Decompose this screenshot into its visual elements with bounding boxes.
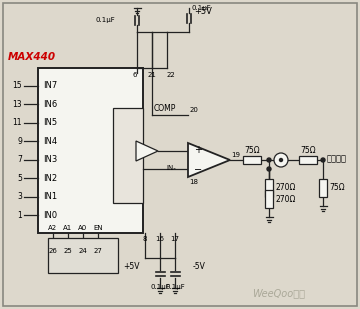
Circle shape bbox=[279, 159, 283, 162]
Text: 视频输出: 视频输出 bbox=[327, 154, 347, 163]
Text: 270Ω: 270Ω bbox=[275, 184, 295, 193]
Text: A0: A0 bbox=[78, 225, 87, 231]
Text: 22: 22 bbox=[167, 72, 176, 78]
Text: IN-: IN- bbox=[166, 165, 176, 171]
Text: 6: 6 bbox=[132, 72, 137, 78]
Text: +5V: +5V bbox=[123, 262, 140, 271]
Text: IN1: IN1 bbox=[43, 192, 57, 201]
Text: 19: 19 bbox=[231, 152, 240, 158]
Text: A2: A2 bbox=[49, 225, 58, 231]
Bar bbox=[319, 179, 327, 197]
Polygon shape bbox=[136, 141, 158, 161]
Text: 0.1μF: 0.1μF bbox=[165, 284, 185, 290]
Text: 75Ω: 75Ω bbox=[329, 184, 345, 193]
Bar bbox=[243, 156, 261, 164]
Text: +: + bbox=[194, 145, 202, 155]
Text: 75Ω: 75Ω bbox=[300, 146, 316, 155]
Text: 16: 16 bbox=[156, 236, 165, 242]
Text: 9: 9 bbox=[17, 137, 22, 146]
Circle shape bbox=[274, 153, 288, 167]
Text: WeeQoo维库: WeeQoo维库 bbox=[252, 288, 305, 298]
Text: 24: 24 bbox=[78, 248, 87, 254]
Text: 8: 8 bbox=[143, 236, 147, 242]
Bar bbox=[113, 108, 143, 203]
Text: 270Ω: 270Ω bbox=[275, 194, 295, 204]
Text: 11: 11 bbox=[13, 118, 22, 127]
Text: 18: 18 bbox=[189, 179, 198, 185]
Bar bbox=[299, 156, 317, 164]
Text: 25: 25 bbox=[64, 248, 72, 254]
Bar bbox=[265, 179, 273, 197]
Circle shape bbox=[267, 158, 271, 162]
Text: +5V: +5V bbox=[194, 7, 212, 16]
Text: 0.1μF: 0.1μF bbox=[95, 17, 115, 23]
Circle shape bbox=[267, 167, 271, 171]
Text: 5: 5 bbox=[17, 174, 22, 183]
Text: IN2: IN2 bbox=[43, 174, 57, 183]
Text: IN5: IN5 bbox=[43, 118, 57, 127]
Bar bbox=[265, 190, 273, 208]
Text: 20: 20 bbox=[190, 107, 199, 113]
Text: IN7: IN7 bbox=[43, 82, 57, 91]
Text: -5V: -5V bbox=[193, 262, 206, 271]
Text: IN4: IN4 bbox=[43, 137, 57, 146]
Text: 27: 27 bbox=[94, 248, 103, 254]
Text: IN0: IN0 bbox=[43, 210, 57, 219]
Polygon shape bbox=[188, 143, 230, 177]
Text: 13: 13 bbox=[12, 100, 22, 109]
Bar bbox=[38, 68, 143, 233]
Text: IN6: IN6 bbox=[43, 100, 57, 109]
Circle shape bbox=[321, 158, 325, 162]
Text: 15: 15 bbox=[12, 82, 22, 91]
Text: A1: A1 bbox=[63, 225, 73, 231]
Text: 0.1μF: 0.1μF bbox=[150, 284, 170, 290]
Text: 75Ω: 75Ω bbox=[244, 146, 260, 155]
Text: COMP: COMP bbox=[154, 104, 176, 113]
Text: IN3: IN3 bbox=[43, 155, 57, 164]
Text: 0.1μF: 0.1μF bbox=[192, 5, 212, 11]
Text: 17: 17 bbox=[171, 236, 180, 242]
Text: 7: 7 bbox=[17, 155, 22, 164]
Text: 26: 26 bbox=[49, 248, 58, 254]
Text: EN: EN bbox=[93, 225, 103, 231]
Text: MAX440: MAX440 bbox=[8, 52, 56, 62]
Text: 21: 21 bbox=[148, 72, 157, 78]
Bar bbox=[48, 238, 118, 273]
Text: 3: 3 bbox=[17, 192, 22, 201]
Text: −: − bbox=[194, 165, 202, 175]
Text: 1: 1 bbox=[17, 210, 22, 219]
